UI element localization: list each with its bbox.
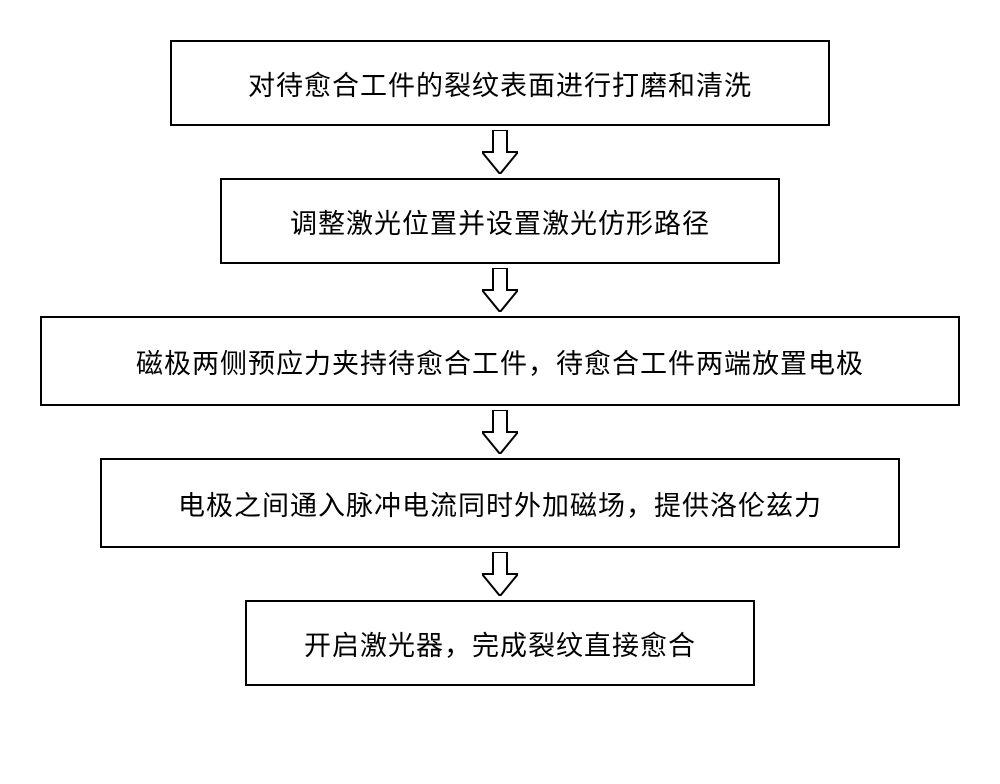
flow-step-label: 电极之间通入脉冲电流同时外加磁场，提供洛伦兹力	[178, 484, 822, 523]
flow-step-5: 开启激光器，完成裂纹直接愈合	[245, 600, 755, 686]
flow-arrow	[482, 128, 518, 176]
flow-step-1: 对待愈合工件的裂纹表面进行打磨和清洗	[170, 40, 830, 126]
flow-step-label: 对待愈合工件的裂纹表面进行打磨和清洗	[248, 64, 752, 103]
flow-step-label: 开启激光器，完成裂纹直接愈合	[304, 624, 696, 663]
flow-step-4: 电极之间通入脉冲电流同时外加磁场，提供洛伦兹力	[100, 458, 900, 548]
flow-step-2: 调整激光位置并设置激光仿形路径	[220, 178, 780, 264]
flow-arrow	[482, 266, 518, 314]
flow-step-3: 磁极两侧预应力夹持待愈合工件，待愈合工件两端放置电极	[40, 316, 960, 406]
flow-arrow	[482, 550, 518, 598]
flowchart-container: 对待愈合工件的裂纹表面进行打磨和清洗调整激光位置并设置激光仿形路径磁极两侧预应力…	[40, 40, 960, 686]
flow-step-label: 磁极两侧预应力夹持待愈合工件，待愈合工件两端放置电极	[136, 342, 864, 381]
flow-step-label: 调整激光位置并设置激光仿形路径	[290, 202, 710, 241]
flow-arrow	[482, 408, 518, 456]
